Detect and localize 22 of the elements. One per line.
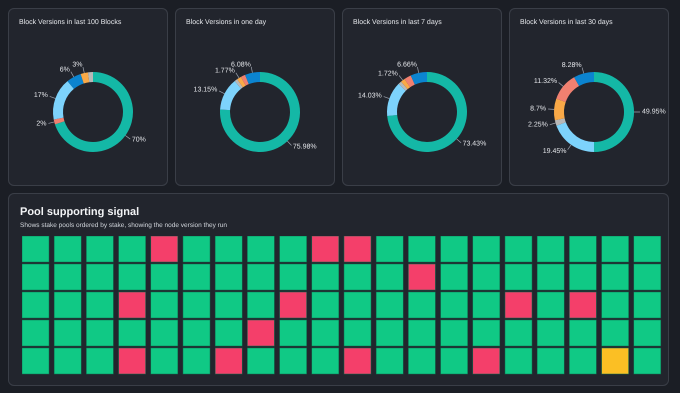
donut-slice	[220, 80, 242, 110]
donut-slice	[398, 82, 408, 91]
donut-slice	[53, 81, 74, 120]
donut-slice	[387, 84, 406, 116]
donut-slice	[237, 76, 246, 88]
donut-slice	[574, 72, 594, 86]
donut-slice	[80, 72, 90, 84]
donut-slice	[554, 98, 566, 120]
donut-slice	[556, 77, 580, 102]
donut-slice	[68, 74, 84, 89]
donut-slice	[54, 72, 133, 152]
donut-slice	[401, 78, 410, 90]
donut-slice	[54, 118, 64, 124]
donut-slice	[234, 79, 243, 89]
donut-slice	[240, 74, 249, 86]
text: Pool supporting signal	[20, 206, 140, 218]
donut-slice	[245, 72, 260, 84]
donut-slice	[410, 72, 427, 85]
donut-slice	[88, 72, 93, 82]
donut-slice	[404, 75, 415, 88]
donut-slice	[554, 118, 566, 126]
donut-slice	[594, 72, 634, 152]
